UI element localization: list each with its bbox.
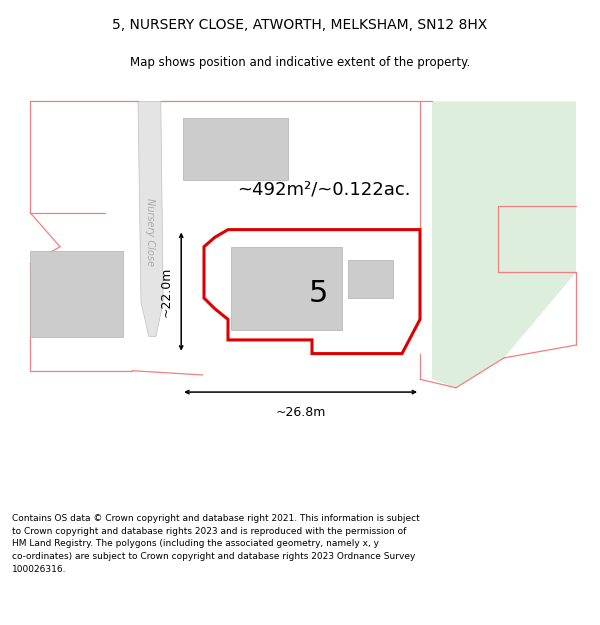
Bar <box>348 259 393 298</box>
Text: 5: 5 <box>308 279 328 308</box>
Text: ~26.8m: ~26.8m <box>275 406 326 419</box>
Text: ~22.0m: ~22.0m <box>159 266 172 317</box>
Text: ~492m²/~0.122ac.: ~492m²/~0.122ac. <box>237 180 411 198</box>
Bar <box>231 247 342 330</box>
Polygon shape <box>432 101 576 388</box>
Text: 5, NURSERY CLOSE, ATWORTH, MELKSHAM, SN12 8HX: 5, NURSERY CLOSE, ATWORTH, MELKSHAM, SN1… <box>112 18 488 32</box>
Bar <box>183 119 288 181</box>
Text: Contains OS data © Crown copyright and database right 2021. This information is : Contains OS data © Crown copyright and d… <box>12 514 420 574</box>
Text: Map shows position and indicative extent of the property.: Map shows position and indicative extent… <box>130 56 470 69</box>
Text: Nursery Close: Nursery Close <box>145 198 155 266</box>
Bar <box>30 251 123 336</box>
Polygon shape <box>138 101 163 336</box>
